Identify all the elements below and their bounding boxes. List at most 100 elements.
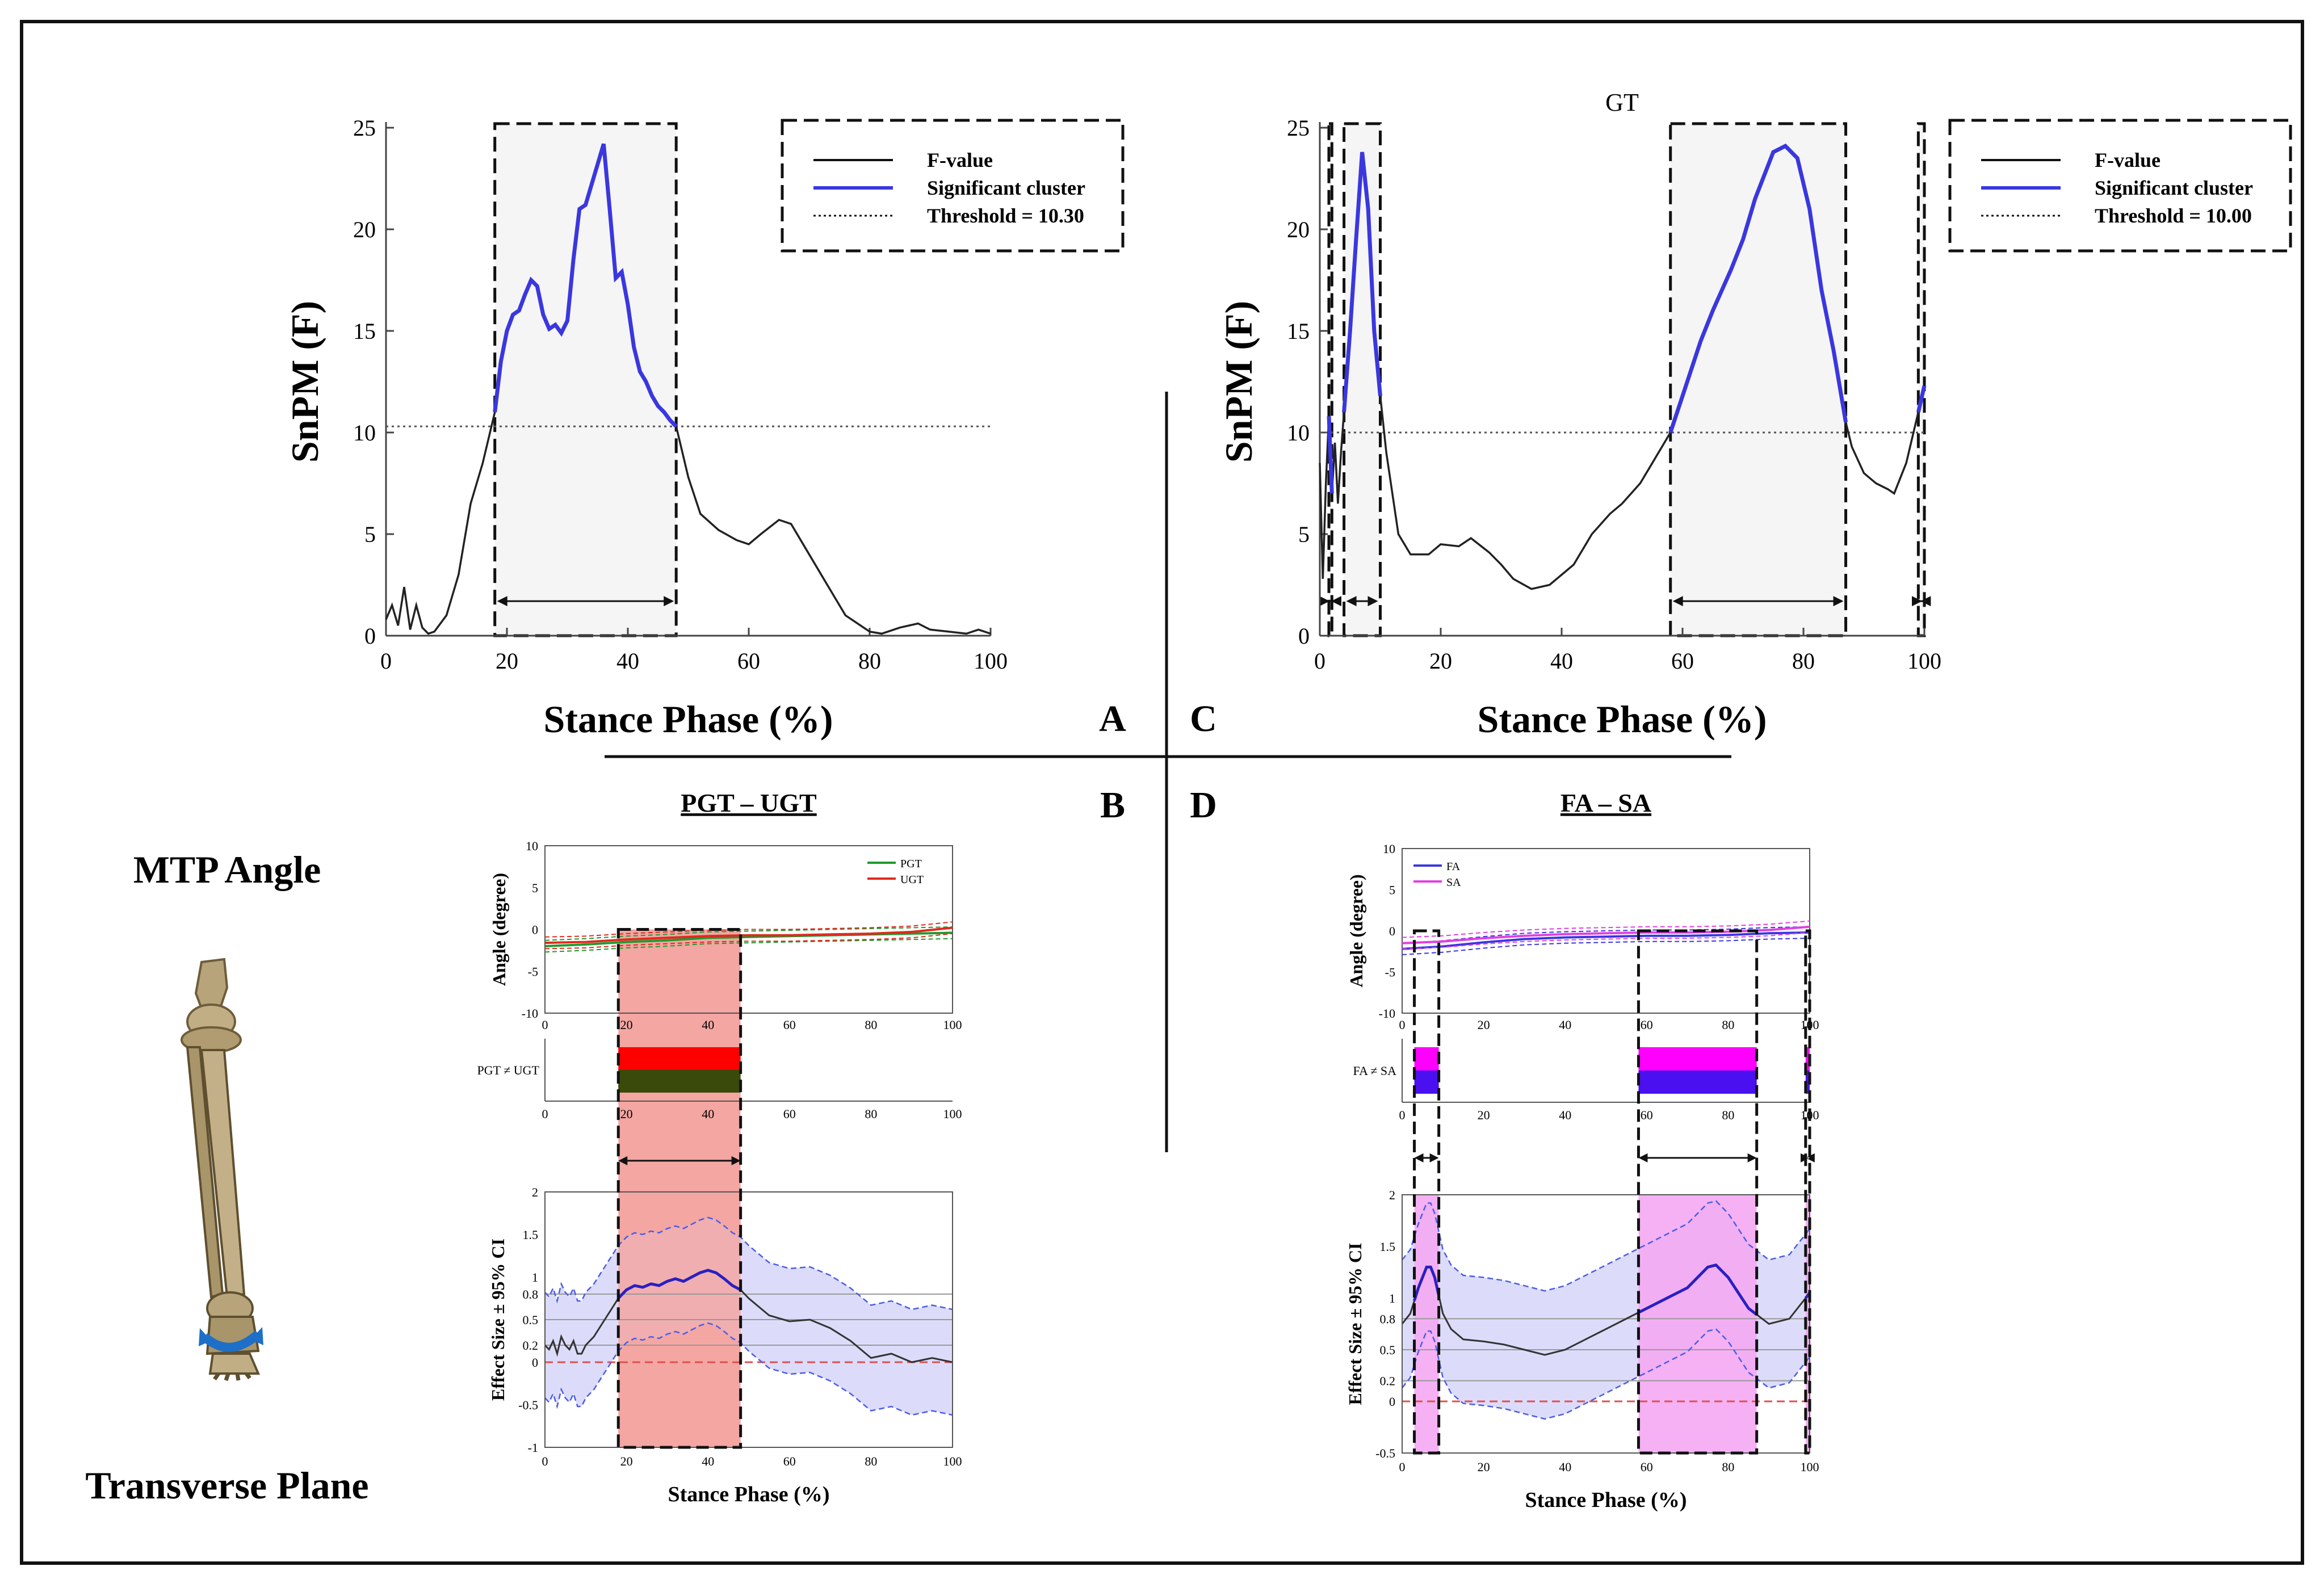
strip-x-tick-B: 60	[783, 1107, 796, 1121]
outer-frame	[20, 20, 2304, 1565]
x-tick-label-A: 20	[496, 648, 518, 674]
effect-y-label-B: Effect Size ± 95% CI	[488, 1238, 508, 1401]
y-tick-label-C: 20	[1287, 217, 1310, 242]
angle-x-tick-D: 80	[1722, 1018, 1734, 1032]
y-tick-label-C: 0	[1298, 623, 1310, 649]
x-axis-label-A: Stance Phase (%)	[544, 698, 833, 741]
y-tick-label-A: 10	[353, 420, 376, 446]
strip-label-B: PGT ≠ UGT	[477, 1063, 540, 1077]
cluster-arrowheads-C-1	[1346, 596, 1378, 607]
cluster-box-C-3	[1916, 122, 1926, 637]
significant-cluster-line-C-2	[1668, 143, 1848, 434]
cluster-box-C-2	[1669, 122, 1848, 637]
panel-letter-b: B	[1100, 784, 1125, 826]
angle-legend-entry-D-1: SA	[1446, 876, 1461, 889]
x-tick-label-C: 80	[1792, 648, 1815, 674]
angle-y-tick-B: 10	[526, 839, 538, 853]
angle-series-line-D-0	[1402, 931, 1810, 950]
y-tick-label-C: 5	[1298, 522, 1310, 547]
mtp-angle-label: MTP Angle	[133, 848, 321, 891]
x-tick-label-A: 100	[974, 648, 1008, 674]
angle-x-tick-B: 0	[542, 1018, 548, 1032]
effect-plot-frame-D	[1402, 1194, 1810, 1454]
angle-x-tick-B: 100	[943, 1018, 962, 1032]
effect-x-tick-D: 100	[1801, 1460, 1819, 1474]
effect-x-tick-B: 20	[620, 1454, 633, 1468]
effect-y-tick-D: 0	[1389, 1395, 1395, 1409]
strip-x-tick-D: 80	[1722, 1108, 1734, 1122]
effect-y-tick-D: 1.5	[1380, 1240, 1396, 1254]
effect-ci-lower-B	[544, 1322, 953, 1416]
effect-y-tick-D: 0.5	[1380, 1343, 1396, 1357]
x-tick-label-C: 20	[1429, 648, 1452, 674]
angle-y-tick-D: -10	[1379, 1006, 1395, 1021]
effect-y-tick-B: 0.5	[523, 1313, 539, 1327]
angle-x-tick-D: 0	[1399, 1018, 1406, 1032]
chart-title-C: GT	[1605, 89, 1639, 116]
effect-arrowheads-D-2	[1801, 1153, 1815, 1162]
angle-y-tick-B: 0	[532, 923, 538, 937]
effect-ci-lower-D	[1402, 1328, 1810, 1420]
x-tick-label-A: 40	[616, 648, 639, 674]
significant-cluster-line-C-3	[1916, 385, 1927, 413]
effect-x-tick-D: 40	[1559, 1460, 1571, 1474]
angle-x-tick-B: 20	[620, 1018, 633, 1032]
cluster-box-C-1	[1343, 122, 1382, 637]
panel-letter-a: A	[1099, 698, 1126, 740]
cluster-dashed-box-B-0	[616, 928, 742, 1449]
effect-y-tick-B: 1	[532, 1270, 538, 1284]
panel-c: 0 5 10 15 20 25 0 20 40 60 80 100 Stance Phase (%) Sn…	[1217, 89, 2292, 741]
legend-entry-C-1: Significant cluster	[2095, 177, 2253, 199]
x-tick-label-C: 0	[1314, 648, 1325, 674]
effect-y-tick-D: 0.8	[1380, 1312, 1396, 1326]
strip-x-tick-B: 80	[865, 1107, 877, 1121]
effect-significant-line-D-0	[1413, 1265, 1441, 1301]
legend-entry-A-2: Threshold = 10.30	[927, 204, 1084, 227]
significant-cluster-line-A-0	[493, 143, 678, 428]
x-tick-label-C: 100	[1907, 648, 1941, 674]
effect-y-tick-D: 0.2	[1380, 1374, 1396, 1388]
effect-x-tick-D: 20	[1478, 1460, 1490, 1474]
cluster-dashed-box-D-1	[1637, 929, 1759, 1455]
legend-box-C	[1948, 119, 2292, 253]
x-axis-label-C: Stance Phase (%)	[1478, 698, 1767, 741]
angle-x-tick-B: 40	[702, 1018, 714, 1032]
cluster-box-C-0	[1327, 122, 1333, 637]
effect-y-tick-D: 2	[1389, 1188, 1395, 1202]
effect-x-label-B: Stance Phase (%)	[668, 1483, 830, 1506]
cluster-dashed-box-D-0	[1413, 929, 1441, 1455]
strip-x-tick-B: 100	[943, 1107, 962, 1121]
effect-significant-line-D-1	[1638, 1263, 1758, 1316]
strip-bar-upper-D-1	[1638, 1047, 1757, 1070]
effect-cluster-fill-D-1	[1638, 1195, 1757, 1453]
effect-significant-line-B-0	[617, 1269, 741, 1300]
angle-ci-upper-B-1	[544, 921, 953, 938]
cluster-dashed-box-D-2	[1804, 929, 1811, 1455]
y-axis-label-C: SnPM (F)	[1217, 301, 1260, 463]
strip-x-tick-D: 40	[1559, 1108, 1571, 1122]
strip-bar-lower-D-2	[1805, 1070, 1810, 1094]
effect-x-tick-D: 0	[1399, 1460, 1406, 1474]
strip-bar-upper-D-0	[1414, 1047, 1439, 1070]
angle-ci-lower-B-1	[544, 933, 953, 950]
y-tick-label-A: 20	[353, 217, 376, 242]
angle-y-tick-D: 0	[1389, 924, 1395, 938]
y-tick-label-A: 15	[353, 318, 376, 344]
effect-y-label-D: Effect Size ± 95% CI	[1345, 1243, 1365, 1405]
effect-x-label-D: Stance Phase (%)	[1525, 1488, 1687, 1512]
angle-x-tick-D: 60	[1641, 1018, 1653, 1032]
legend-entry-C-2: Threshold = 10.00	[2095, 204, 2252, 227]
legend-entry-A-0: F-value	[927, 149, 993, 171]
strip-x-tick-B: 40	[702, 1107, 714, 1121]
angle-ci-upper-D-0	[1402, 926, 1810, 944]
transverse-plane-label: Transverse Plane	[85, 1464, 368, 1507]
y-tick-label-C: 15	[1287, 318, 1310, 344]
legend-box-A	[781, 119, 1125, 253]
effect-y-tick-B: -1	[528, 1441, 538, 1455]
strip-x-tick-B: 0	[542, 1107, 548, 1121]
x-tick-label-C: 40	[1550, 648, 1573, 674]
effect-ci-upper-D	[1402, 1200, 1810, 1292]
